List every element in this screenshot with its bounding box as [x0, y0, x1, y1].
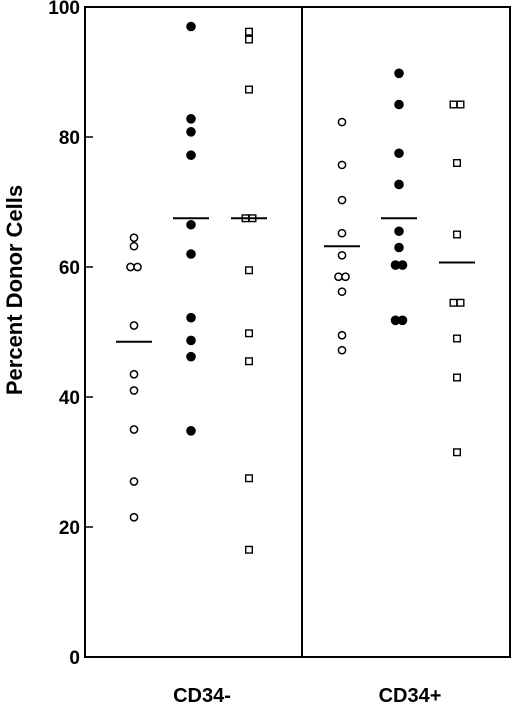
data-point-open-circle — [129, 425, 139, 434]
data-point-open-circle — [341, 272, 350, 282]
data-point-open-circle — [337, 345, 347, 355]
group-label: CD34- — [173, 685, 231, 707]
data-point-filled-circle — [394, 148, 404, 159]
data-point-filled-circle — [397, 315, 408, 326]
y-tick-label: 20 — [59, 518, 80, 539]
data-point-open-square — [244, 85, 253, 94]
data-point-open-square — [453, 158, 462, 167]
data-points — [126, 21, 465, 554]
data-point-filled-circle — [186, 150, 196, 160]
data-point-open-square — [244, 545, 253, 554]
data-point-open-square — [453, 334, 462, 343]
data-point-filled-circle — [394, 179, 404, 190]
data-point-filled-circle — [186, 312, 196, 323]
data-point-open-square — [244, 266, 253, 275]
data-point-open-square — [453, 448, 462, 457]
data-point-filled-circle — [186, 127, 196, 137]
data-point-open-square — [456, 100, 465, 109]
data-point-open-square — [244, 329, 253, 338]
mean-lines — [116, 217, 475, 343]
data-point-open-square — [244, 35, 253, 44]
data-point-open-circle — [337, 330, 347, 340]
data-point-open-circle — [129, 386, 139, 395]
y-axis: 0 20 40 60 80 100 — [48, 0, 93, 669]
data-point-open-circle — [337, 160, 347, 170]
data-point-open-square — [244, 357, 253, 366]
data-point-open-circle — [334, 272, 343, 282]
data-point-filled-circle — [186, 351, 196, 362]
y-tick-label: 80 — [59, 128, 80, 149]
data-point-filled-circle — [394, 99, 404, 110]
data-point-open-circle — [129, 233, 139, 243]
data-point-open-circle — [129, 477, 139, 486]
data-point-filled-circle — [186, 426, 196, 436]
data-point-filled-circle — [394, 242, 404, 253]
y-tick-label: 0 — [69, 648, 80, 669]
data-point-filled-circle — [394, 226, 404, 237]
data-point-open-circle — [133, 262, 142, 272]
data-point-open-square — [456, 298, 465, 307]
data-point-open-square — [244, 474, 253, 483]
data-point-filled-circle — [186, 249, 196, 259]
group-label: CD34+ — [379, 685, 442, 707]
data-point-open-square — [453, 373, 462, 382]
y-tick-label: 60 — [59, 258, 80, 279]
plot-area — [84, 6, 511, 658]
data-point-open-circle — [126, 262, 135, 272]
data-point-filled-circle — [186, 114, 196, 124]
data-point-open-square — [244, 27, 253, 36]
data-point-filled-circle — [186, 219, 196, 230]
data-point-open-square — [449, 100, 458, 109]
data-point-filled-circle — [186, 335, 196, 346]
data-point-open-circle — [129, 241, 139, 251]
data-point-open-circle — [337, 228, 347, 238]
data-point-open-circle — [129, 369, 139, 379]
y-axis-label: Percent Donor Cells — [2, 185, 27, 395]
data-point-filled-circle — [394, 68, 404, 79]
data-point-open-circle — [337, 195, 347, 205]
data-point-filled-circle — [397, 260, 408, 270]
data-point-open-circle — [337, 287, 347, 297]
data-point-open-circle — [337, 117, 347, 127]
y-tick-label: 100 — [48, 0, 80, 19]
data-point-open-square — [453, 230, 462, 239]
x-axis-group-labels: CD34- CD34+ — [173, 685, 441, 707]
y-tick-label: 40 — [59, 388, 80, 409]
data-point-filled-circle — [186, 21, 196, 32]
data-point-open-circle — [337, 250, 347, 260]
data-point-open-circle — [129, 512, 139, 522]
data-point-open-square — [449, 298, 458, 307]
data-point-open-circle — [129, 321, 139, 330]
